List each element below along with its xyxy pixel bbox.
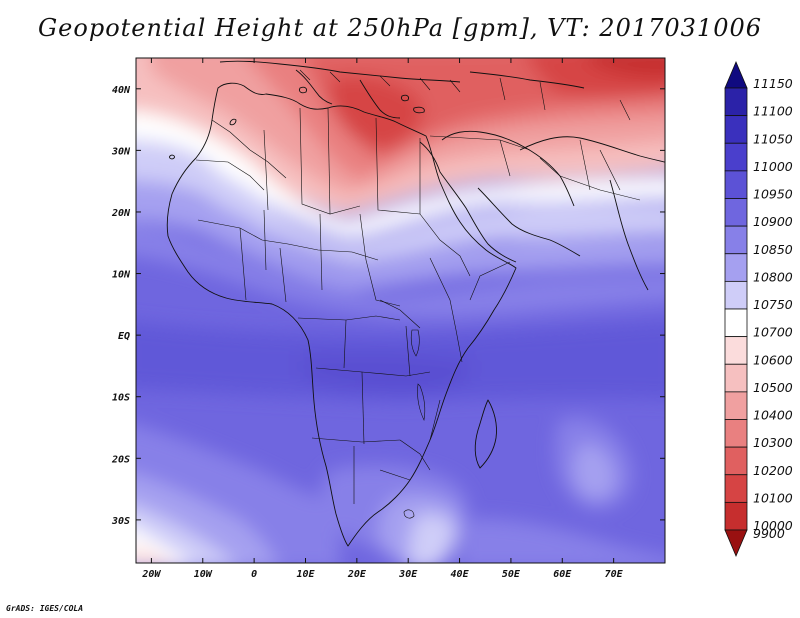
plot-frame (135, 57, 666, 564)
colorbar-swatch (724, 225, 748, 255)
lon-tick-label: 60E (553, 569, 572, 580)
colorbar-label: 11150 (753, 76, 793, 91)
colorbar-label: 10750 (753, 297, 793, 312)
coastlines (166, 60, 665, 547)
colorbar-swatch (724, 501, 748, 531)
colorbar-top-arrow (724, 60, 748, 89)
colorbar-swatch (724, 253, 748, 282)
colorbar: 11150 11100 11050 11000 10950 10900 10850 10800… (724, 60, 793, 558)
colorbar-bottom-arrow (724, 529, 748, 558)
colorbar-swatch (724, 391, 748, 420)
colorbar-label: 10500 (753, 380, 793, 395)
colorbar-swatch (724, 87, 748, 117)
lon-tick-label: 30E (398, 569, 418, 580)
colorbar-swatch (724, 142, 748, 172)
colorbar-swatch (724, 336, 748, 365)
colorbar-label: 10950 (753, 187, 793, 202)
map-title: Geopotential Height at 250hPa [gpm], VT:… (38, 14, 762, 42)
lat-tick-label: 40N (112, 85, 131, 96)
colorbar-swatch (724, 198, 748, 227)
lon-tick-label: 0 (251, 569, 257, 580)
colorbar-swatch (724, 280, 748, 310)
colorbar-label: 10700 (753, 325, 793, 340)
colorbar-label: 10200 (753, 463, 793, 478)
colorbar-label: 10600 (753, 352, 793, 367)
colorbar-label: 11050 (753, 131, 793, 146)
colorbar-swatch (724, 115, 748, 144)
colorbar-label: 9900 (753, 526, 785, 541)
lat-tick-label: 10S (112, 393, 130, 404)
colorbar-swatch (724, 446, 748, 476)
lat-tick-label: 20S (111, 454, 130, 465)
colorbar-label: 10850 (753, 242, 793, 257)
colorbar-swatch (724, 363, 748, 393)
lat-tick-label: 30S (111, 516, 130, 527)
colorbar-label: 10800 (753, 269, 793, 284)
colorbar-swatch (724, 170, 748, 199)
colorbar-label: 10300 (753, 435, 793, 450)
lat-tick-label: 30N (111, 146, 131, 157)
colorbar-label: 10100 (753, 490, 793, 505)
colorbar-label: 10400 (753, 408, 793, 423)
lon-tick-label: 20E (347, 569, 367, 580)
colorbar-label: 11100 (753, 104, 793, 119)
colorbar-swatch (724, 474, 748, 503)
colorbar-label: 10900 (753, 214, 793, 229)
colorbar-swatch (724, 308, 748, 338)
lat-tick-label: 20N (111, 208, 131, 219)
axis-ticks: 20W 10W 0 10E 20E 30E 40E 50E 60E 70E 40N 30N 20N 10N… (111, 58, 665, 580)
lon-tick-label: 10W (194, 569, 213, 580)
lat-tick-label: 10N (112, 270, 131, 281)
lon-tick-label: 20W (141, 569, 161, 580)
grads-credit: GrADS: IGES/COLA (6, 604, 84, 613)
country-borders (195, 69, 641, 519)
colorbar-label: 10000 (753, 518, 793, 533)
colorbar-label: 11000 (753, 159, 793, 174)
height-field (136, 58, 665, 563)
lat-tick-label: EQ (118, 331, 130, 342)
lon-tick-label: 70E (605, 569, 624, 580)
colorbar-swatch (724, 419, 748, 448)
lon-tick-label: 50E (502, 569, 521, 580)
lon-tick-label: 10E (296, 569, 315, 580)
lon-tick-label: 40E (451, 569, 470, 580)
